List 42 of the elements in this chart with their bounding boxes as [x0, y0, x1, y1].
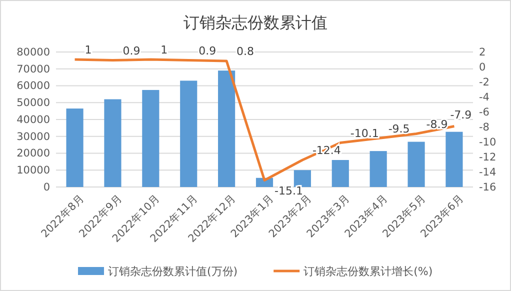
y2-tick-label: -10	[479, 136, 496, 148]
y-tick-label: 80000	[16, 46, 50, 58]
y-tick-label: 40000	[16, 114, 50, 126]
data-label: 1	[160, 44, 168, 56]
data-label: -9.5	[388, 122, 410, 136]
y-tick-label: 10000	[16, 164, 50, 176]
legend-label: 订销杂志份数累计值(万份)	[108, 265, 238, 278]
bar	[218, 70, 236, 187]
y-tick-label: 30000	[16, 130, 50, 143]
y2-tick-label: 0	[479, 61, 486, 74]
bar	[294, 170, 311, 187]
legend-label: 订销杂志份数累计增长(%)	[304, 265, 433, 278]
data-label: -10.1	[350, 126, 379, 140]
y2-tick-label: -2	[479, 76, 490, 88]
bar	[142, 90, 160, 187]
data-label: -15.1	[274, 184, 303, 198]
y2-tick-label: -16	[479, 181, 496, 194]
y-tick-label: 70000	[16, 63, 50, 76]
y2-tick-label: -6	[479, 106, 490, 118]
chart-title: 订销杂志份数累计值	[184, 13, 328, 32]
y2-tick-label: -14	[479, 166, 496, 178]
data-label: 0.9	[122, 44, 140, 58]
y2-tick-label: -4	[479, 91, 490, 104]
bar	[180, 80, 198, 187]
data-label: 0.9	[198, 44, 216, 58]
y2-tick-label: 2	[479, 46, 486, 58]
bar	[104, 99, 122, 187]
y-tick-label: 50000	[16, 96, 50, 109]
bar	[446, 132, 463, 187]
bar	[370, 151, 387, 187]
data-label: 0.8	[236, 45, 254, 58]
bar	[408, 142, 425, 187]
bar	[332, 160, 349, 187]
y-tick-label: 0	[43, 181, 50, 194]
y-tick-label: 20000	[16, 148, 50, 160]
y2-tick-label: -8	[479, 121, 490, 134]
data-label: 1	[84, 44, 92, 56]
y-tick-label: 60000	[16, 80, 50, 92]
data-label: -7.9	[450, 108, 472, 122]
bar	[66, 108, 84, 187]
data-label: -8.9	[426, 118, 448, 131]
y2-tick-label: -12	[479, 151, 496, 164]
